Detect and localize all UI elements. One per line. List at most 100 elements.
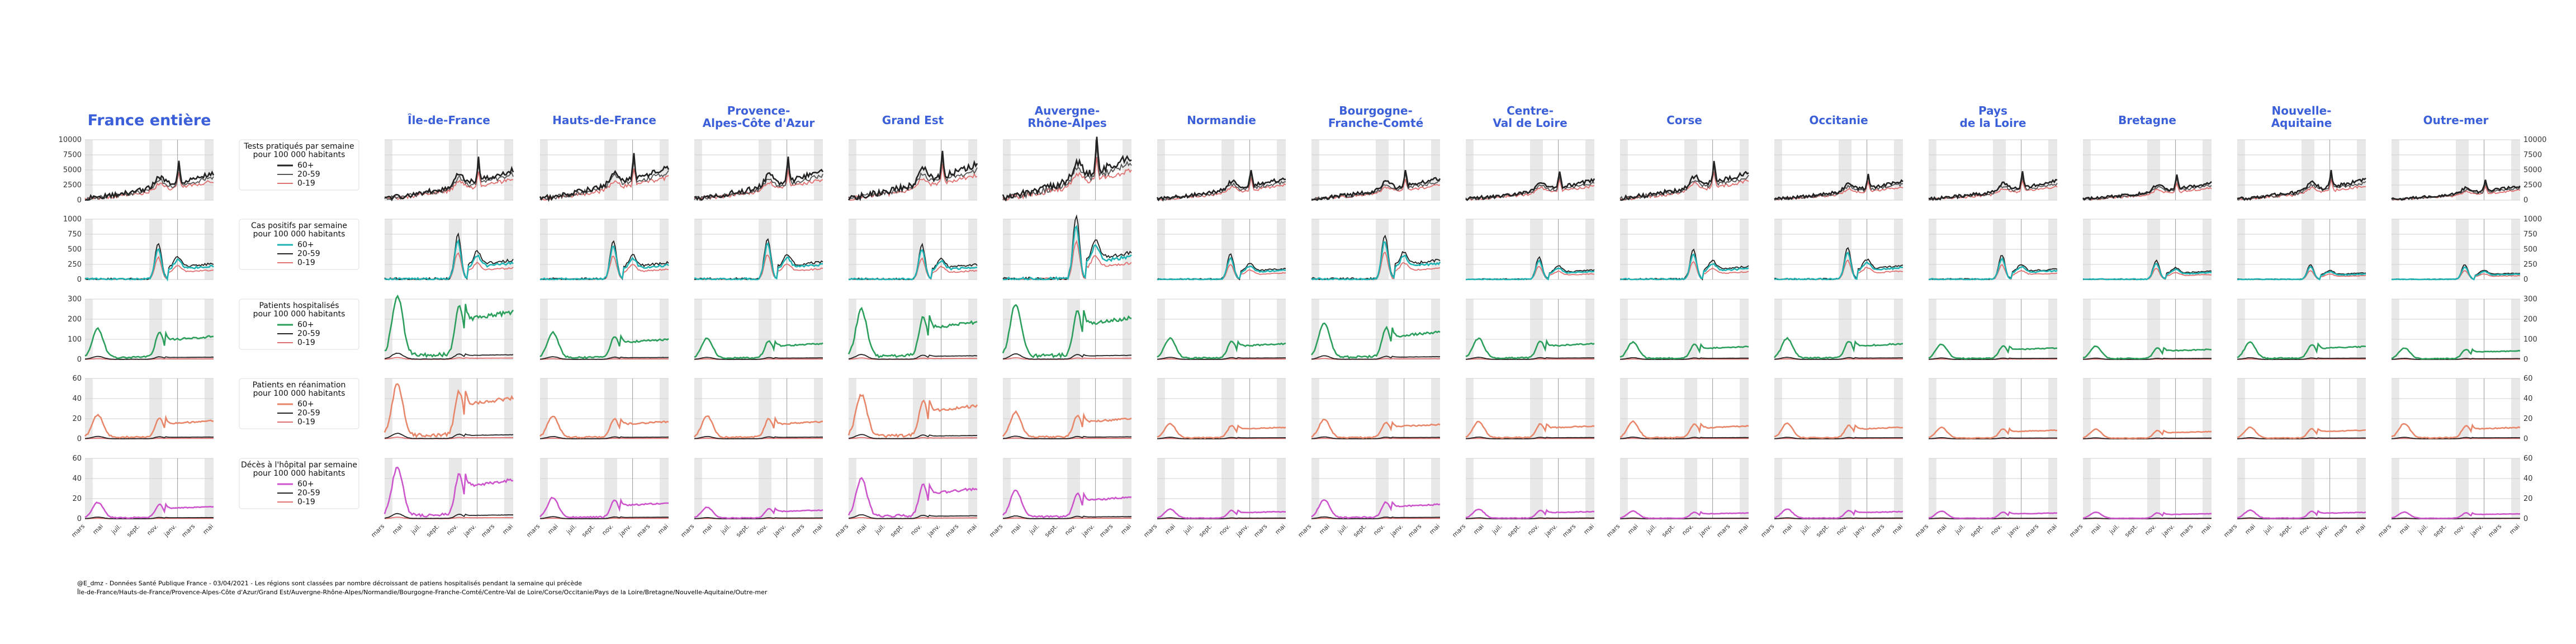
lockdown-shade (504, 458, 513, 519)
series-line-60+ (2237, 509, 2366, 519)
lockdown-shade (1376, 378, 1389, 439)
series-line-60+ (1774, 422, 1903, 439)
x-tick-label: mai (1119, 523, 1133, 536)
series-line-60+ (384, 294, 514, 358)
lockdown-shade (1774, 458, 1782, 519)
lockdown-shade (2302, 458, 2314, 519)
lockdown-shade (1221, 299, 1234, 359)
x-tick-label: mai (1781, 523, 1794, 536)
panel-title: France entière (88, 112, 211, 129)
lockdown-shade (1839, 458, 1852, 519)
series-line-20-59 (2391, 357, 2520, 360)
series-line-20-59 (1311, 436, 1441, 439)
x-tick-label: nov. (600, 523, 614, 537)
lockdown-shade (1221, 378, 1234, 439)
x-tick-label: juil. (1490, 523, 1504, 536)
series-line-60+ (1465, 171, 1595, 201)
series-line-60+ (2391, 266, 2521, 281)
lockdown-shade (813, 299, 823, 359)
panel-tests-13 (2237, 139, 2366, 201)
panel-tests-14: 0 2500 5000 7500 10000 (2391, 136, 2546, 205)
x-tick-label: nov. (1680, 523, 1694, 537)
x-tick-label: mars (370, 523, 386, 539)
panel-title: Centre-Val de Loire (1493, 104, 1567, 130)
series-line-20-59 (848, 354, 978, 360)
panel-dc-1: mars mai juil. sept. nov. janv. mars mai (370, 458, 514, 539)
panel-title: Provence-Alpes-Côte d'Azur (703, 104, 815, 130)
x-tick-label: nov. (1218, 523, 1232, 537)
x-tick-label: mars (1407, 523, 1423, 539)
series-line-60+ (2237, 341, 2366, 360)
series-line-20-59 (694, 517, 823, 519)
panel-rea-12 (2082, 378, 2212, 439)
panel-dc-3: mars mai juil. sept. nov. janv. mars mai (679, 458, 824, 539)
panel-tests-6 (1156, 139, 1286, 202)
x-tick-label: juil. (719, 523, 732, 536)
x-tick-label: mars (525, 523, 541, 539)
y-tick-label: 10000 (2523, 136, 2546, 144)
y-tick-label: 500 (68, 245, 82, 254)
panel-cas-8 (1465, 219, 1595, 281)
lockdown-shade (2456, 299, 2469, 359)
x-tick-label: juil. (565, 523, 578, 536)
x-tick-label: sept. (1969, 523, 1985, 538)
legend-label: 0-19 (297, 418, 315, 427)
y-tick-label: 250 (68, 261, 82, 269)
series-line-60+ (1620, 160, 1749, 201)
series-line-20-59 (84, 517, 214, 519)
lockdown-shade (759, 458, 771, 519)
panel-rea-3 (694, 378, 823, 439)
panel-hosp-8 (1465, 299, 1595, 360)
panel-cas-1 (384, 219, 514, 281)
y-tick-label: 60 (2523, 454, 2533, 463)
lockdown-shade (849, 299, 856, 359)
panel-dc-9: mars mai juil. sept. nov. janv. mars mai (1605, 458, 1750, 539)
lockdown-shade (1993, 458, 2006, 519)
x-tick-label: mars (944, 523, 960, 539)
panel-dc-2: mars mai juil. sept. nov. janv. mars mai (525, 458, 670, 539)
x-tick-label: janv. (462, 523, 477, 538)
series-line-20-59 (1620, 517, 1749, 519)
legend-label: 0-19 (297, 498, 315, 506)
series-line-20-59 (1157, 437, 1286, 439)
y-tick-label: 7500 (2523, 151, 2542, 159)
x-tick-label: mai (2243, 523, 2257, 536)
lockdown-shade (1157, 378, 1165, 439)
panel-rea-8 (1465, 378, 1595, 439)
series-line-60+ (1002, 489, 1132, 519)
panel-rea-13 (2237, 378, 2366, 439)
series-line-60+ (1157, 257, 1286, 281)
legend-tests: Tests pratiqués par semaine pour 100 000 … (239, 139, 359, 191)
lockdown-shade (604, 299, 617, 359)
x-tick-label: mars (2068, 523, 2084, 539)
x-tick-label: mai (2045, 523, 2058, 536)
x-tick-label: mars (1759, 523, 1775, 539)
y-tick-label: 0 (2523, 196, 2528, 205)
lockdown-shade (1993, 299, 2006, 359)
panel-hosp-14: 0 100 200 300 (2391, 295, 2537, 364)
series-line-60+ (2391, 423, 2521, 439)
lockdown-shade (1067, 458, 1080, 519)
series-line-60+ (1311, 419, 1441, 439)
lockdown-shade (1620, 458, 1628, 519)
series-line-20-59 (1465, 357, 1594, 360)
lockdown-shade (1276, 458, 1286, 519)
x-tick-label: mai (1009, 523, 1022, 536)
lockdown-shade (1929, 458, 1936, 519)
series-line-20-59 (1620, 436, 1749, 439)
lockdown-shade (1774, 299, 1782, 359)
x-tick-label: mai (91, 523, 105, 536)
legend-label: 60+ (297, 240, 314, 249)
series-line-20-59 (1928, 357, 2058, 360)
series-line-60+ (1774, 508, 1903, 519)
x-tick-label: nov. (145, 523, 159, 537)
lockdown-shade (504, 299, 513, 359)
x-tick-label: janv. (2006, 523, 2021, 538)
x-tick-label: sept. (2432, 523, 2447, 538)
series-line-60+ (694, 506, 823, 519)
lockdown-shade (1376, 299, 1389, 359)
series-line-20-59 (1774, 437, 1903, 439)
panel-rea-9 (1620, 378, 1749, 439)
panel-cas-4 (848, 219, 978, 281)
lockdown-shade (1774, 378, 1782, 439)
